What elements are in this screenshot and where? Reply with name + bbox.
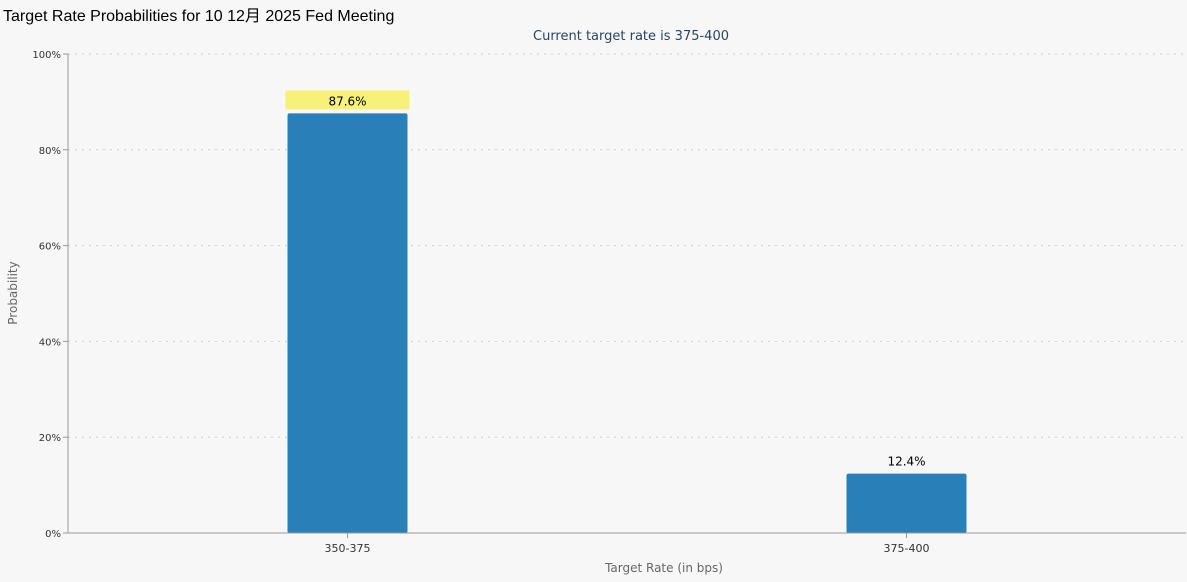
bars: 87.6% 12.4% bbox=[285, 90, 967, 534]
x-tick-label: 375-400 bbox=[884, 542, 930, 555]
y-tick-label: 80% bbox=[39, 146, 61, 157]
bar-350-375 bbox=[287, 113, 408, 534]
y-axis-ticks: 0% 20% 40% 60% 80% 100% bbox=[32, 50, 68, 540]
y-tick-label: 100% bbox=[32, 50, 61, 61]
highlight-box bbox=[285, 90, 410, 110]
data-label: 12.4% bbox=[887, 455, 925, 469]
y-tick-label: 40% bbox=[39, 337, 61, 348]
gridlines bbox=[68, 53, 1186, 438]
x-axis-ticks: 350-375 375-400 bbox=[325, 533, 930, 555]
chart-subtitle: Current target rate is 375-400 bbox=[533, 29, 729, 44]
y-tick-label: 60% bbox=[39, 242, 61, 253]
y-tick-label: 20% bbox=[39, 433, 61, 444]
y-tick-label: 0% bbox=[45, 529, 61, 540]
x-tick-label: 350-375 bbox=[325, 542, 371, 555]
bar-375-400 bbox=[846, 473, 967, 533]
page-title: Target Rate Probabilities for 10 12月 202… bbox=[3, 8, 395, 25]
data-label: 87.6% bbox=[328, 94, 366, 108]
x-axis-label: Target Rate (in bps) bbox=[604, 561, 723, 575]
y-axis-label: Probability bbox=[6, 261, 20, 324]
